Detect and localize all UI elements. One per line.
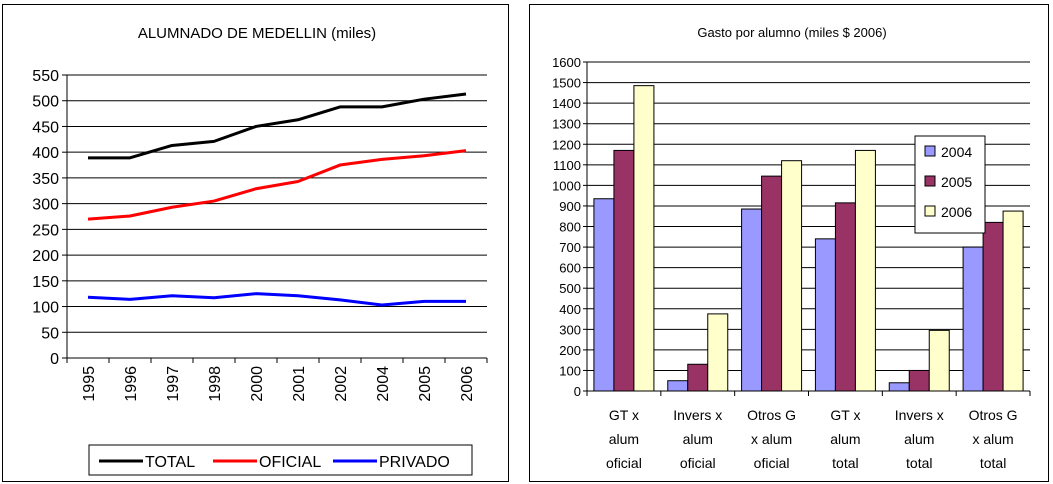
- y-tick-label: 1600: [552, 55, 581, 70]
- series-line-privado: [87, 292, 466, 307]
- legend-label: 2006: [941, 204, 972, 220]
- x-tick-label: oficial: [754, 455, 790, 471]
- x-tick-label: 1995: [81, 366, 98, 402]
- x-tick-label: alum: [609, 431, 639, 447]
- y-tick-label: 250: [32, 222, 59, 239]
- x-tick-label: Otros G: [747, 407, 796, 423]
- bar-2005-cat-5: [982, 221, 1004, 392]
- bar-2004-cat-2: [741, 208, 763, 392]
- y-tick-label: 200: [559, 343, 581, 358]
- legend-swatch: [924, 175, 936, 187]
- x-tick-label: x alum: [751, 431, 792, 447]
- legend-swatch: [924, 205, 936, 217]
- x-tick-label: 2006: [459, 366, 476, 402]
- bar-2005-cat-1: [687, 363, 709, 392]
- y-tick-label: 1500: [552, 76, 581, 91]
- y-tick-label: 800: [559, 220, 581, 235]
- y-tick-label: 300: [32, 197, 59, 214]
- chart-title: Gasto por alumno (miles $ 2006): [697, 25, 886, 40]
- bar-2006-cat-1: [707, 313, 729, 392]
- x-tick-label: 1997: [165, 366, 182, 402]
- series-line-oficial: [87, 149, 467, 221]
- x-tick-label: alum: [830, 431, 860, 447]
- x-tick-label: total: [906, 455, 932, 471]
- x-tick-label: 2000: [249, 366, 266, 402]
- y-tick-label: 600: [559, 261, 581, 276]
- legend-swatch: [924, 145, 936, 157]
- y-tick-label: 1000: [552, 178, 581, 193]
- y-tick-label: 700: [559, 240, 581, 255]
- y-tick-label: 350: [32, 171, 59, 188]
- bar-2004-cat-0: [593, 198, 615, 392]
- y-tick-label: 1300: [552, 117, 581, 132]
- bar-2006-cat-2: [781, 160, 803, 392]
- x-tick-label: Invers x: [673, 407, 722, 423]
- y-tick-label: 100: [32, 300, 59, 317]
- bar-2006-cat-0: [633, 85, 655, 392]
- series-line-total: [88, 92, 467, 160]
- line-chart-canvas: ALUMNADO DE MEDELLIN (miles) 0 50 100 150 200…: [32, 25, 488, 476]
- y-tick-label: 300: [559, 322, 581, 337]
- chart-title: ALUMNADO DE MEDELLIN (miles): [138, 25, 376, 42]
- legend-label: 2004: [941, 144, 972, 160]
- legend-label: PRIVADO: [379, 454, 450, 471]
- legend-box: [88, 444, 473, 476]
- y-tick-label: 400: [32, 145, 59, 162]
- y-tick-label: 900: [559, 199, 581, 214]
- bar-2005-cat-0: [613, 149, 635, 392]
- legend-label: OFICIAL: [259, 454, 321, 471]
- x-tick-label: total: [980, 455, 1006, 471]
- x-tick-label: 2005: [417, 366, 434, 402]
- chart-legend: TOTAL OFICIAL PRIVADO: [88, 444, 473, 476]
- bar-2006-cat-5: [1002, 210, 1024, 392]
- x-tick-label: alum: [904, 431, 934, 447]
- y-tick-label: 0: [50, 351, 59, 368]
- bar-2004-cat-5: [962, 246, 984, 392]
- x-tick-label: alum: [683, 431, 713, 447]
- bar-2004-cat-4: [888, 382, 910, 392]
- y-tick-label: 1200: [552, 137, 581, 152]
- x-tick-label: oficial: [680, 455, 716, 471]
- x-tick-label: Invers x: [895, 407, 944, 423]
- bar-2006-cat-3: [854, 149, 876, 392]
- y-tick-label: 500: [32, 94, 59, 111]
- y-tick-label: 100: [559, 363, 581, 378]
- y-tick-label: 150: [32, 274, 59, 291]
- x-tick-label: oficial: [606, 455, 642, 471]
- bar-2005-cat-2: [761, 175, 783, 392]
- y-tick-label: 450: [32, 119, 59, 136]
- y-tick-label: 50: [41, 325, 59, 342]
- y-tick-label: 1400: [552, 96, 581, 111]
- y-tick-label: 400: [559, 302, 581, 317]
- y-tick-label: 200: [32, 248, 59, 265]
- legend-label: TOTAL: [145, 454, 195, 471]
- x-tick-label: x alum: [972, 431, 1013, 447]
- y-tick-label: 1100: [553, 158, 581, 173]
- x-tick-label: 2002: [333, 366, 350, 402]
- student-enrollment-chart: ALUMNADO DE MEDELLIN (miles) 0 50 100 150 200…: [2, 4, 509, 482]
- bar-2005-cat-3: [834, 202, 856, 392]
- x-tick-label: 2004: [375, 366, 392, 402]
- legend-label: 2005: [941, 174, 972, 190]
- x-tick-label: 1998: [207, 366, 224, 402]
- x-tick-label: total: [832, 455, 858, 471]
- x-tick-label: 1996: [123, 366, 140, 402]
- x-tick-label: 2001: [291, 366, 308, 402]
- bar-chart-canvas: Gasto por alumno (miles $ 2006) 0 100 200 30…: [552, 25, 1031, 471]
- chart-legend: 2004 2005 2006: [914, 135, 986, 234]
- spending-per-student-chart: Gasto por alumno (miles $ 2006) 0 100 200 30…: [529, 4, 1049, 482]
- y-tick-label: 0: [574, 384, 581, 399]
- bar-2005-cat-4: [908, 369, 930, 392]
- x-tick-label: GT x: [609, 407, 639, 423]
- x-tick-label: Otros G: [969, 407, 1018, 423]
- y-tick-label: 550: [32, 68, 59, 85]
- x-tick-label: GT x: [830, 407, 860, 423]
- bar-2006-cat-4: [928, 329, 950, 392]
- bar-2004-cat-1: [667, 380, 689, 392]
- bar-2004-cat-3: [814, 238, 836, 392]
- y-tick-label: 500: [559, 281, 581, 296]
